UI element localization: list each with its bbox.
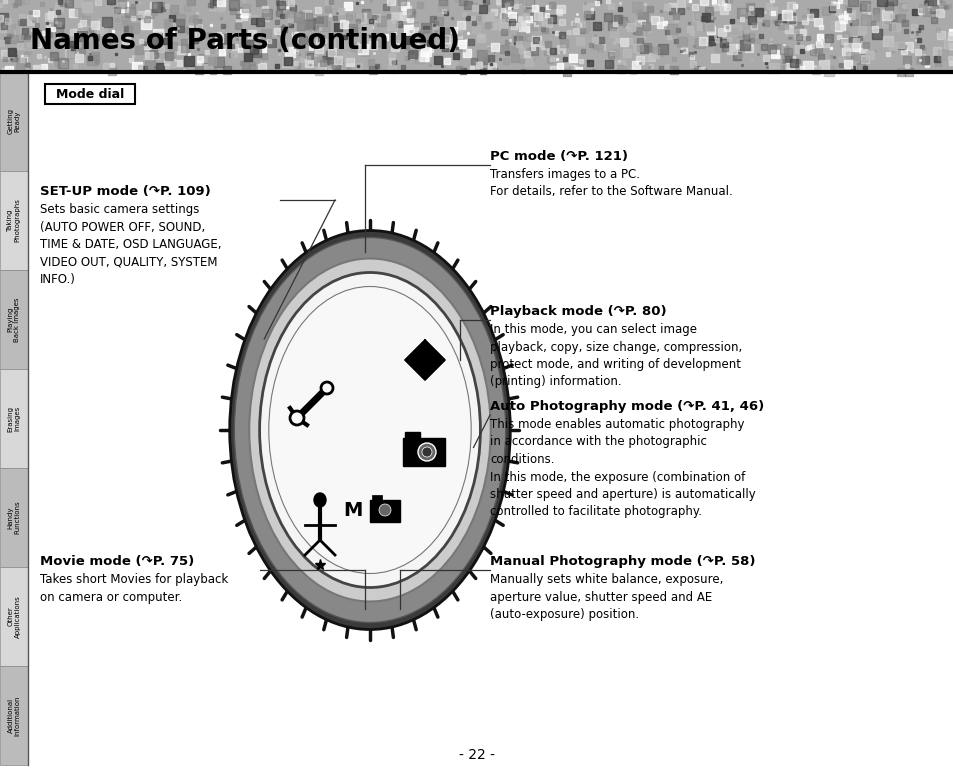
Text: Transfers images to a PC.
For details, refer to the Software Manual.: Transfers images to a PC. For details, r… [490, 168, 732, 199]
Text: Auto Photography mode (↷P. 41, 46): Auto Photography mode (↷P. 41, 46) [490, 400, 763, 413]
Bar [370, 500, 399, 522]
Bar [0, 72, 28, 171]
Bar [0, 666, 28, 765]
Bar [45, 84, 135, 104]
Bar [0, 369, 28, 468]
Text: PC mode (↷P. 121): PC mode (↷P. 121) [490, 150, 627, 163]
Ellipse shape [320, 382, 333, 394]
Text: M: M [343, 500, 362, 520]
Text: Movie mode (↷P. 75): Movie mode (↷P. 75) [40, 555, 194, 568]
Ellipse shape [230, 230, 510, 630]
Bar [0, 0, 953, 72]
Ellipse shape [417, 443, 436, 461]
Ellipse shape [378, 504, 391, 516]
Text: Names of Parts (continued): Names of Parts (continued) [30, 27, 459, 55]
Bar [405, 432, 419, 440]
Ellipse shape [290, 411, 304, 425]
Text: SET-UP mode (↷P. 109): SET-UP mode (↷P. 109) [40, 185, 211, 198]
Bar [0, 171, 28, 270]
Text: Mode dial: Mode dial [56, 88, 124, 101]
Text: Sets basic camera settings
(AUTO POWER OFF, SOUND,
TIME & DATE, OSD LANGUAGE,
VI: Sets basic camera settings (AUTO POWER O… [40, 203, 221, 286]
Text: Manual Photography mode (↷P. 58): Manual Photography mode (↷P. 58) [490, 555, 755, 568]
Text: Additional
Information: Additional Information [8, 695, 20, 736]
Ellipse shape [234, 237, 505, 622]
Bar [402, 438, 444, 466]
Bar [0, 270, 28, 369]
Text: Playback mode (↷P. 80): Playback mode (↷P. 80) [490, 305, 666, 318]
Text: This mode enables automatic photography
in accordance with the photographic
cond: This mode enables automatic photography … [490, 418, 755, 518]
Text: Manually sets white balance, exposure,
aperture value, shutter speed and AE
(aut: Manually sets white balance, exposure, a… [490, 573, 722, 621]
Ellipse shape [259, 273, 480, 588]
Text: Taking
Photographs: Taking Photographs [8, 199, 20, 243]
Ellipse shape [269, 286, 471, 574]
Text: Erasing
Images: Erasing Images [8, 406, 20, 431]
Ellipse shape [314, 493, 326, 507]
Text: Other
Applications: Other Applications [8, 595, 20, 638]
Bar [372, 495, 381, 501]
Text: Handy
Functions: Handy Functions [8, 500, 20, 534]
Bar [0, 468, 28, 567]
Text: Takes short Movies for playback
on camera or computer.: Takes short Movies for playback on camer… [40, 573, 228, 604]
Text: Playing
Back Images: Playing Back Images [8, 297, 20, 342]
Ellipse shape [249, 259, 490, 601]
Bar [0, 567, 28, 666]
Text: Getting
Ready: Getting Ready [8, 109, 20, 135]
Ellipse shape [421, 447, 432, 457]
Text: In this mode, you can select image
playback, copy, size change, compression,
pro: In this mode, you can select image playb… [490, 323, 741, 389]
Text: - 22 -: - 22 - [458, 748, 495, 762]
Polygon shape [405, 340, 444, 380]
